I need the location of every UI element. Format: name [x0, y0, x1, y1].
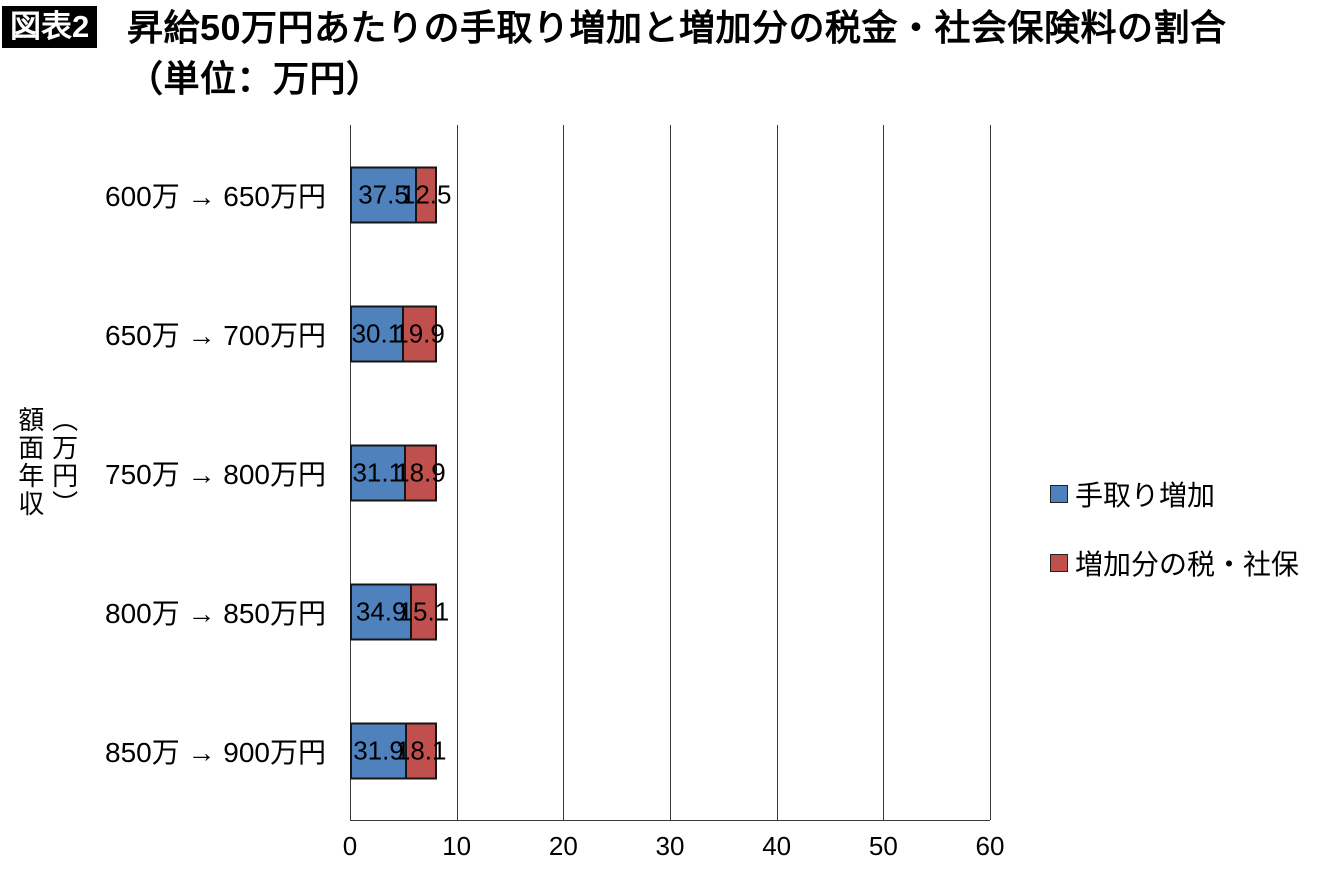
bar-value-label: 18.9 — [395, 457, 446, 487]
title-line-1: 昇給50万円あたりの手取り増加と増加分の税金・社会保険料の割合 — [127, 7, 1227, 48]
bar-segment-series-0: 30.1 — [350, 305, 404, 362]
y-axis-title-line-1: 額面年収 — [14, 406, 45, 518]
legend: 手取り増加 増加分の税・社保 — [1050, 474, 1299, 612]
bar-segment-series-1: 18.9 — [395, 444, 446, 501]
legend-label: 増加分の税・社保 — [1075, 549, 1300, 580]
x-axis-tick-label: 20 — [548, 831, 578, 861]
bars: 37.5 12.5 30.1 19.9 31.1 18.9 34.9 15.1 31.9 18.1 — [350, 125, 990, 820]
bar-row: 31.9 18.1 — [350, 722, 457, 779]
category-label: 650万 → 700万円 — [105, 319, 326, 351]
title-line-2: （単位：万円） — [127, 58, 383, 100]
bar-segment-series-1: 18.1 — [396, 722, 446, 779]
category-label: 600万 → 650万円 — [105, 180, 326, 212]
bar-segment-series-0: 31.9 — [350, 722, 407, 779]
legend-item-tax-social: 増加分の税・社保 — [1050, 543, 1299, 583]
bar-row: 37.5 12.5 — [350, 166, 457, 223]
category-labels: 600万 → 650万円 650万 → 700万円 750万 → 800万円 800万… — [80, 125, 340, 820]
bar-value-label: 12.5 — [400, 179, 452, 209]
gridline — [563, 125, 565, 820]
x-axis: 0 10 20 30 40 50 60 — [343, 831, 1005, 865]
x-axis-tick-label: 50 — [868, 831, 898, 861]
plot-area: 37.5 12.5 30.1 19.9 31.1 18.9 34.9 15.1 31.9 18.1 — [350, 125, 991, 821]
bar-value-label: 30.1 — [351, 318, 403, 348]
figure-title: 昇給50万円あたりの手取り増加と増加分の税金・社会保険料の割合 （単位：万円） — [127, 2, 1227, 104]
bar-segment-series-0: 34.9 — [350, 583, 413, 640]
legend-swatch — [1050, 554, 1068, 572]
bar-segment-series-0: 31.1 — [350, 444, 406, 501]
y-axis-title-line-2: （万円） — [48, 406, 79, 518]
bar-value-label: 19.9 — [394, 318, 445, 348]
bar-segment-series-1: 19.9 — [394, 305, 445, 362]
bar-row: 30.1 19.9 — [350, 305, 457, 362]
x-axis-tick-label: 40 — [762, 831, 792, 861]
gridline — [776, 125, 778, 820]
x-axis-tick-label: 60 — [975, 831, 1005, 861]
gridline — [883, 125, 885, 820]
bar-value-label: 18.1 — [395, 735, 447, 765]
x-axis-tick-label: 30 — [655, 831, 685, 861]
gridline — [456, 125, 458, 820]
category-label: 750万 → 800万円 — [105, 458, 326, 490]
bar-value-label: 34.9 — [355, 596, 407, 626]
x-axis-tick-label: 10 — [442, 831, 472, 861]
figure-badge: 図表2 — [2, 6, 98, 48]
legend-item-net-increase: 手取り増加 — [1050, 474, 1299, 514]
category-label: 800万 → 850万円 — [105, 597, 326, 629]
bar-row: 31.1 18.9 — [350, 444, 457, 501]
bar-segment-series-0: 37.5 — [350, 166, 417, 223]
bar-value-label: 37.5 — [358, 179, 409, 209]
legend-swatch — [1050, 485, 1068, 503]
bar-value-label: 31.1 — [352, 457, 404, 487]
gridline — [670, 125, 671, 820]
x-axis-tick-label: 0 — [342, 831, 358, 861]
y-axis-title: 額面年収 （万円） — [12, 406, 80, 518]
bar-segment-series-1: 12.5 — [401, 166, 451, 223]
bar-value-label: 31.9 — [353, 735, 404, 765]
bar-value-label: 15.1 — [398, 596, 450, 626]
bar-row: 34.9 15.1 — [350, 583, 457, 640]
category-label: 850万 → 900万円 — [105, 736, 326, 768]
legend-label: 手取り増加 — [1075, 480, 1216, 511]
bar-segment-series-1: 15.1 — [399, 583, 449, 640]
gridline — [990, 125, 991, 820]
